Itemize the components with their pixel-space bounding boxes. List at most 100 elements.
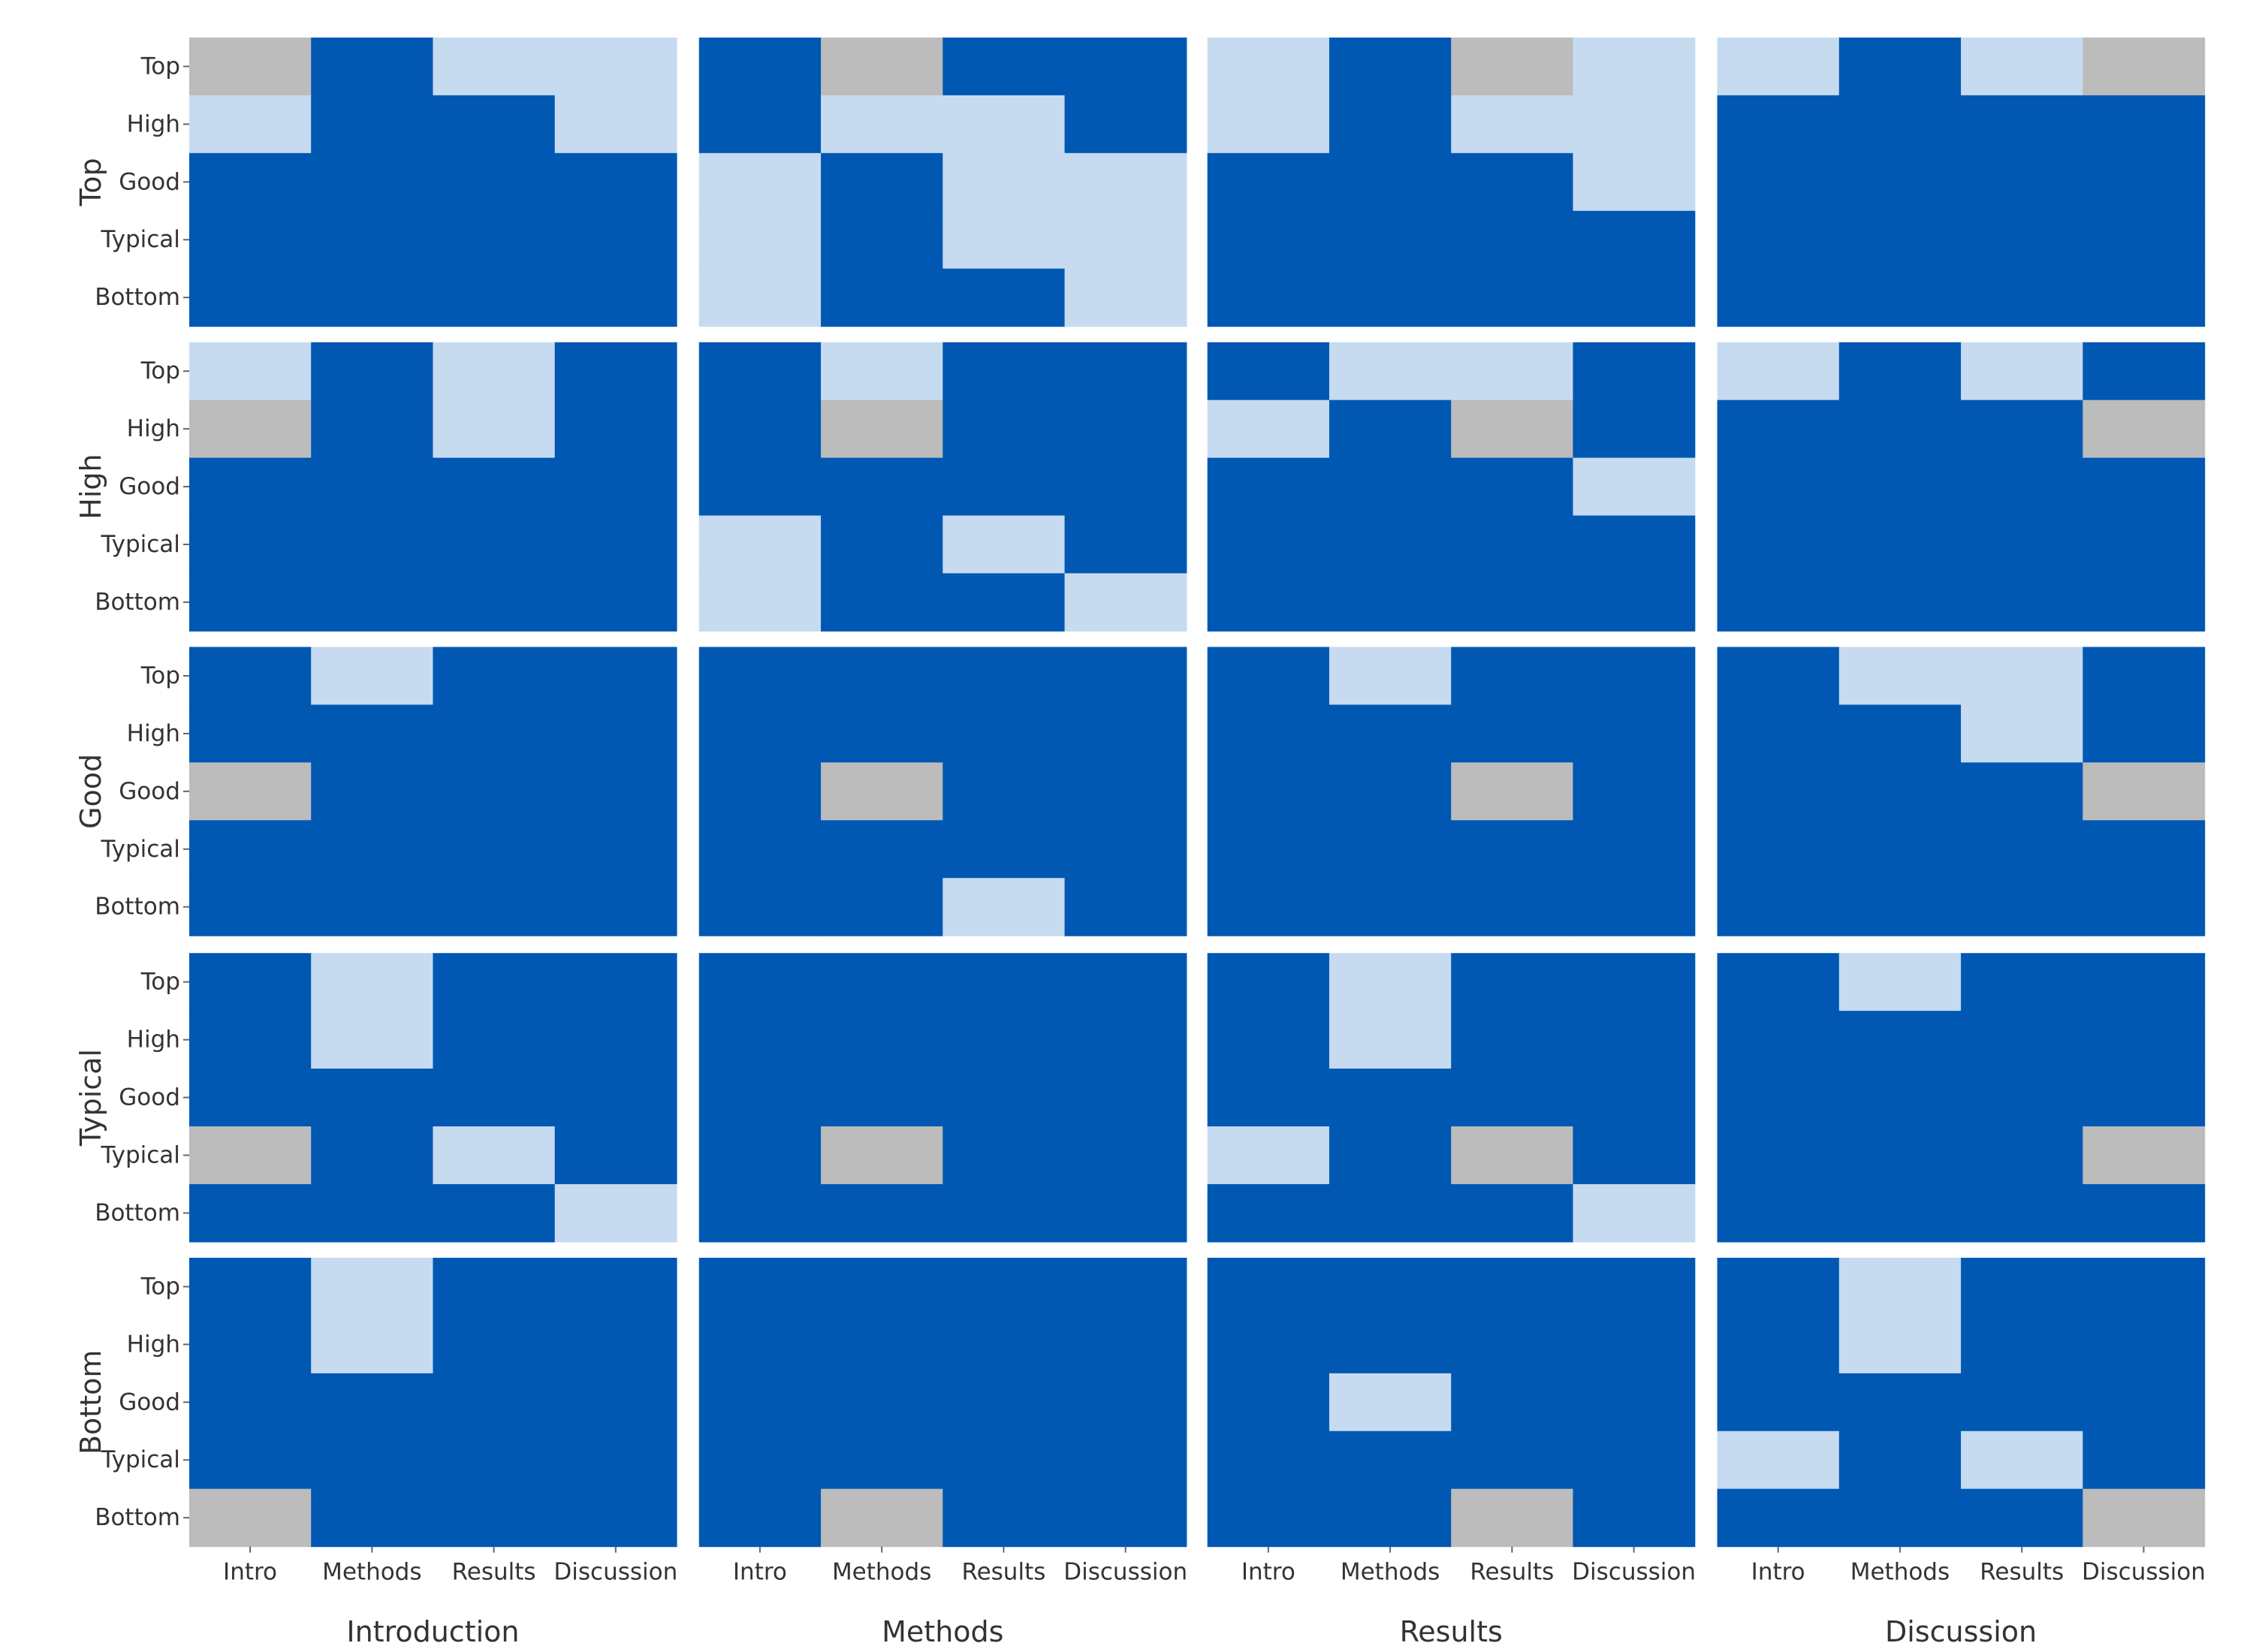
facet-row-title: Typical [74,1049,107,1147]
panel-good-introduction [189,647,677,936]
heatmap-cell [433,820,556,879]
heatmap-cell [1961,953,2083,1011]
heatmap-cell [1329,704,1452,763]
panel-bottom-methods [698,1258,1187,1548]
heatmap-cell [554,1011,677,1069]
heatmap-cell [433,38,556,96]
y-tick-label: Top [140,1273,180,1300]
heatmap-cell [1064,1258,1187,1316]
heatmap-cell [1329,515,1452,574]
heatmap-cell [433,1126,556,1185]
heatmap-cell [1717,1488,1840,1548]
heatmap-cell [189,152,312,212]
heatmap-cell [1451,953,1574,1011]
heatmap-cell [311,457,434,517]
heatmap-cell [554,1488,677,1548]
heatmap-cell [554,1373,677,1432]
heatmap-cell [1329,457,1452,517]
heatmap-cell [1064,342,1187,401]
heatmap-cell [1961,1258,2083,1316]
heatmap-cell [1207,953,1330,1011]
heatmap-cell [1451,1315,1574,1374]
heatmap-cell [943,647,1066,706]
heatmap-cell [1329,1373,1452,1432]
heatmap-cell [433,647,556,706]
heatmap-cell [311,95,434,154]
heatmap-cell [189,95,312,154]
heatmap-cell [433,1069,556,1127]
heatmap-cell [1961,1488,2083,1548]
heatmap-cell [1717,1126,1840,1185]
heatmap-cell [698,457,822,517]
heatmap-cell [1064,953,1187,1011]
heatmap-cell [1573,515,1696,574]
heatmap-cell [1451,1373,1574,1432]
heatmap-cell [1838,1373,1962,1432]
heatmap-cell [1961,1430,2083,1490]
heatmap-cell [2083,457,2206,517]
heatmap-cell [1451,1430,1574,1490]
x-tick-label: Discussion [1572,1559,1696,1586]
heatmap-cell [943,399,1066,459]
heatmap-cell [311,342,434,401]
heatmap-cell [698,152,822,212]
y-tick-label: High [127,110,180,137]
heatmap-cell [821,878,943,936]
facet-row-title: Good [74,754,107,829]
heatmap-cell [311,1069,434,1127]
heatmap-cell [2083,878,2206,936]
y-tick-label: Typical [101,226,180,253]
heatmap-cell [1064,210,1187,270]
heatmap-cell [1329,1069,1452,1127]
heatmap-cell [1717,573,1840,632]
heatmap-cell [1329,573,1452,632]
heatmap-cell [943,268,1066,327]
heatmap-cell [1207,762,1330,821]
heatmap-cell [311,704,434,763]
panel-top-methods [698,38,1187,327]
heatmap-cell [2083,820,2206,879]
heatmap-cell [943,1069,1066,1127]
heatmap-cell [1207,1069,1330,1127]
heatmap-cell [1838,820,1962,879]
heatmap-cell [1573,95,1696,154]
heatmap-cell [189,342,312,401]
heatmap-cell [1717,515,1840,574]
heatmap-cell [2083,1126,2206,1185]
heatmap-cell [189,878,312,936]
heatmap-cell [1961,647,2083,706]
panel-bottom-discussion [1717,1258,2206,1548]
heatmap-cell [1064,1011,1187,1069]
heatmap-cell [1064,399,1187,459]
y-tick-label: Bottom [95,589,180,616]
heatmap-cell [1573,152,1696,212]
heatmap-cell [189,457,312,517]
heatmap-cell [2083,1258,2206,1316]
x-tick-label: Methods [1341,1559,1440,1586]
heatmap-cell [1961,762,2083,821]
heatmap-cell [698,210,822,270]
heatmap-cell [311,399,434,459]
heatmap-cell [554,1315,677,1374]
heatmap-cell [554,647,677,706]
heatmap-cell [1838,152,1962,212]
y-tick-label: Good [119,168,180,195]
heatmap-cell [1329,953,1452,1011]
heatmap-cell [1329,38,1452,96]
heatmap-cell [1573,1183,1696,1243]
heatmap-cell [311,515,434,574]
heatmap-cell [1064,1488,1187,1548]
heatmap-cell [1717,95,1840,154]
heatmap-cell [1451,1126,1574,1185]
x-tick-label: Intro [733,1559,787,1586]
heatmap-cell [821,647,943,706]
heatmap-cell [554,457,677,517]
heatmap-cell [698,399,822,459]
x-tick-label: Results [961,1559,1045,1586]
heatmap-cell [554,704,677,763]
heatmap-cell [1329,1488,1452,1548]
heatmap-cell [1961,515,2083,574]
heatmap-cell [2083,399,2206,459]
y-tick-label: Good [119,1084,180,1111]
panel-typical-introduction [189,953,677,1243]
